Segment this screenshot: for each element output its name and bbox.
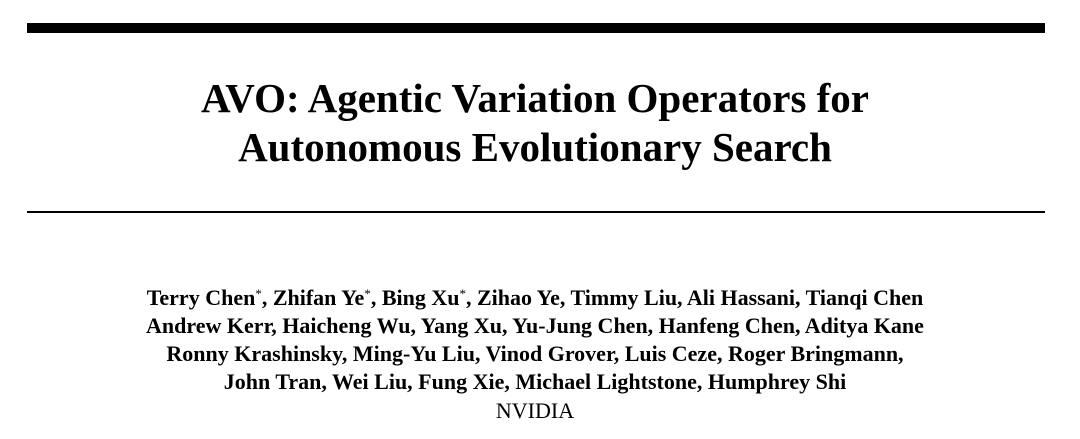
author-note-mark: * [255,286,262,301]
author-line: Terry Chen*, Zhifan Ye*, Bing Xu*, Zihao… [0,284,1070,312]
author-note-mark: * [459,286,466,301]
author-line: Andrew Kerr, Haicheng Wu, Yang Xu, Yu-Ju… [0,312,1070,340]
author-note-mark: * [364,286,371,301]
author-names: Andrew Kerr, Haicheng Wu, Yang Xu, Yu-Ju… [146,313,924,338]
paper-title: AVO: Agentic Variation Operators for Auto… [0,74,1070,172]
author-names: , Zihao Ye, Timmy Liu, Ali Hassani, Tian… [465,285,924,310]
affiliation: NVIDIA [495,398,575,423]
author-line: John Tran, Wei Liu, Fung Xie, Michael Li… [0,368,1070,396]
top-rule [27,23,1045,33]
title-rule [27,211,1045,213]
author-line: Ronny Krashinsky, Ming-Yu Liu, Vinod Gro… [0,340,1070,368]
title-line: AVO: Agentic Variation Operators for [200,75,870,121]
author-names: Terry Chen [146,285,256,310]
author-names: , Bing Xu [370,285,460,310]
author-names: John Tran, Wei Liu, Fung Xie, Michael Li… [223,369,847,394]
title-line: Autonomous Evolutionary Search [238,124,832,170]
author-names: , Zhifan Ye [261,285,365,310]
author-names: Ronny Krashinsky, Ming-Yu Liu, Vinod Gro… [166,341,904,366]
author-list: Terry Chen*, Zhifan Ye*, Bing Xu*, Zihao… [0,284,1070,396]
